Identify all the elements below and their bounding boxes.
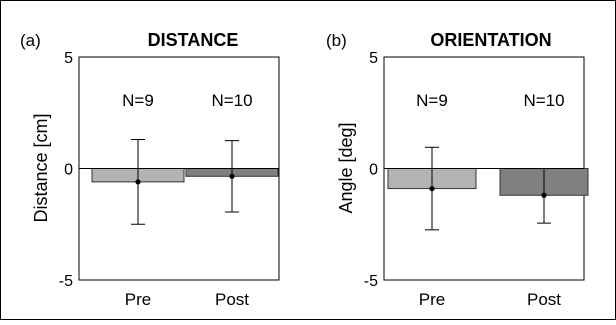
x-tick-label: Post (215, 290, 249, 309)
y-tick-label: -5 (364, 273, 378, 290)
sample-size-label: N=10 (211, 91, 252, 110)
panel-label: (b) (326, 31, 347, 50)
y-axis-label: Angle [deg] (336, 122, 356, 213)
panel-distance: (a) DISTANCE Distance [cm] 5 0 -5 Pre N=9 Pos… (20, 30, 280, 309)
mean-point (135, 179, 141, 185)
x-tick-label: Post (527, 290, 561, 309)
y-tick-label: 5 (64, 50, 73, 67)
sample-size-label: N=9 (122, 91, 154, 110)
x-tick-label: Pre (419, 290, 445, 309)
x-tick-label: Pre (125, 290, 151, 309)
mean-point (429, 185, 435, 192)
sample-size-label: N=9 (416, 91, 448, 110)
y-tick-label: -5 (59, 273, 73, 290)
mean-point (229, 173, 235, 179)
y-tick-label: 5 (369, 50, 378, 67)
y-axis-label: Distance [cm] (31, 113, 51, 222)
y-tick-label: 0 (64, 162, 73, 179)
sample-size-label: N=10 (523, 91, 564, 110)
chart-title: ORIENTATION (430, 30, 551, 50)
panel-label: (a) (20, 31, 41, 50)
panel-orientation: (b) ORIENTATION Angle [deg] 5 0 -5 Pre N=9 Po… (326, 30, 589, 309)
y-tick-label: 0 (369, 162, 378, 179)
mean-point (541, 192, 547, 198)
chart-title: DISTANCE (148, 30, 239, 50)
